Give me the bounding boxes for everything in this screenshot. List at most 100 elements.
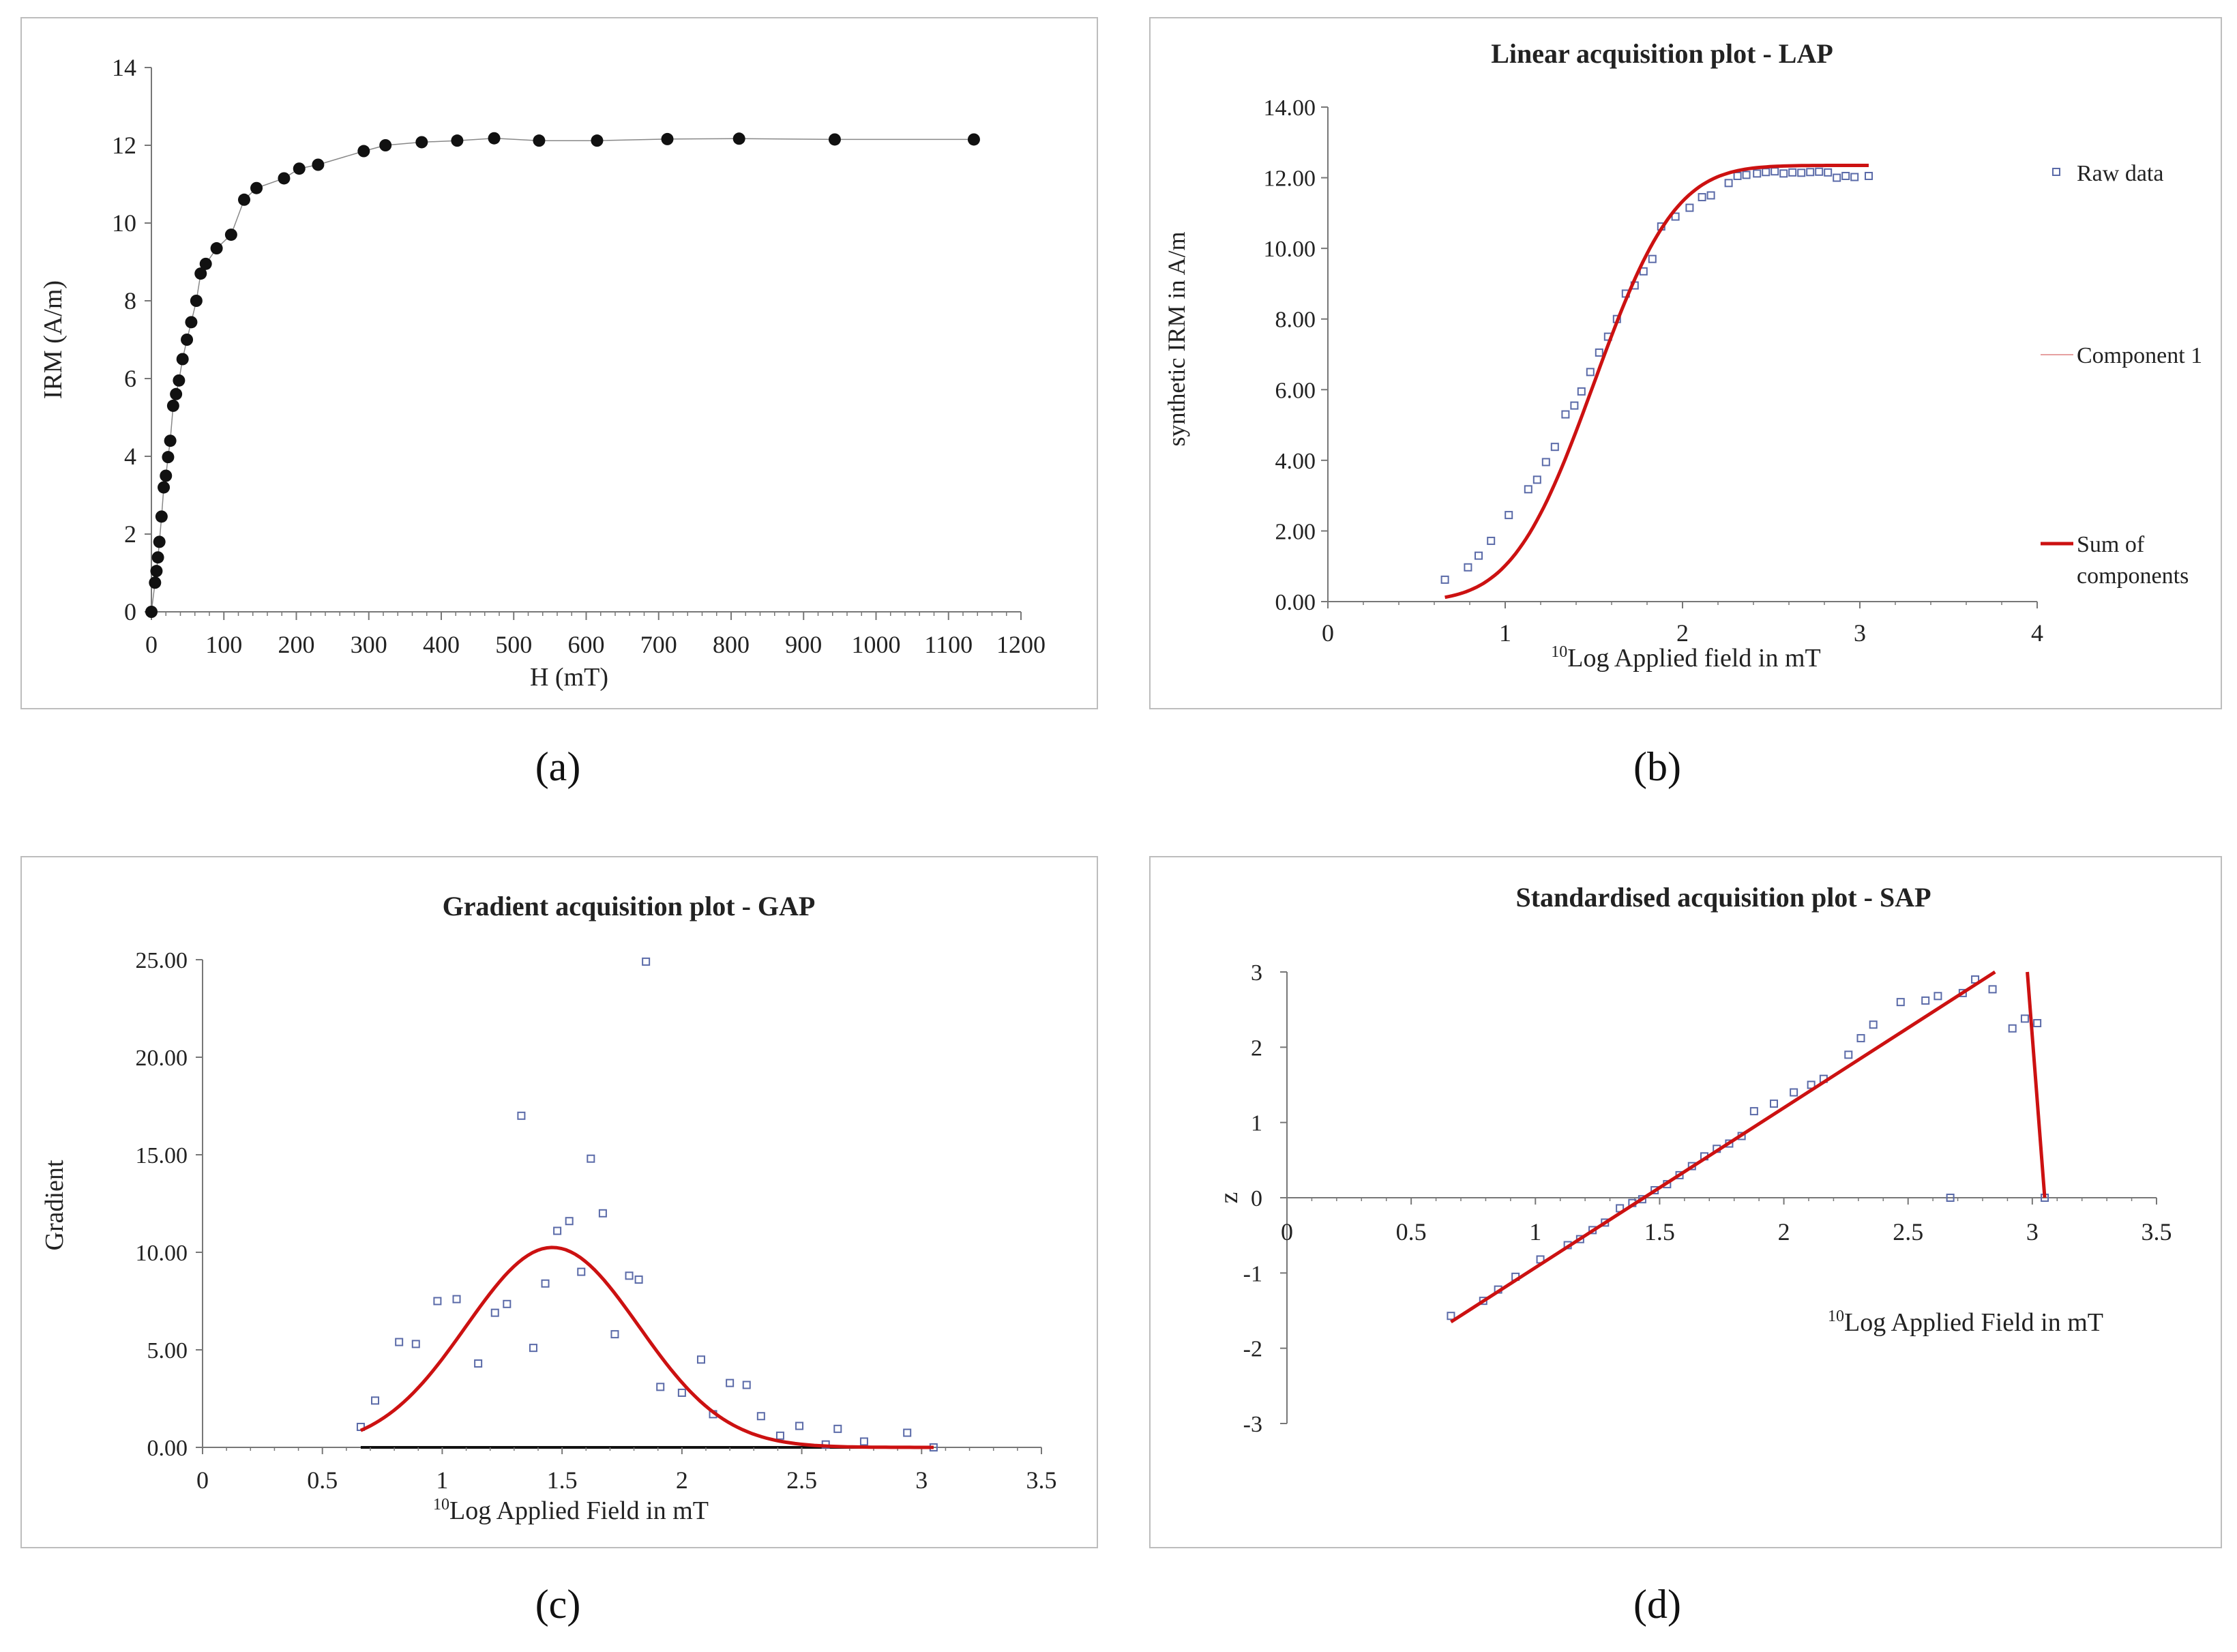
data-point [151, 551, 164, 564]
raw-data-point [1788, 168, 1797, 177]
x-tick-label: 1100 [924, 631, 973, 658]
y-tick-label: 10.00 [1264, 237, 1316, 262]
y-tick-label: 14 [112, 54, 136, 81]
legend-raw-label: Raw data [2077, 161, 2163, 186]
raw-data-point [1921, 996, 1930, 1005]
y-tick-label: 20.00 [136, 1046, 188, 1071]
fit-curve [359, 1245, 934, 1449]
y-tick-label: 8 [124, 287, 136, 314]
raw-data-point [642, 957, 651, 966]
raw-data-point [1850, 173, 1859, 181]
data-point [162, 451, 175, 464]
x-tick-label: 1.5 [547, 1466, 578, 1494]
y-tick-label: 6.00 [1275, 378, 1316, 403]
data-point [312, 158, 325, 171]
chart-panel-d: Standardised acquisition plot - SAP -3 -2 -… [1149, 856, 2222, 1548]
raw-data-point [1815, 167, 1824, 176]
raw-data-point [677, 1388, 686, 1397]
chart-c-svg: Gradient acquisition plot - GAP 0.00 5.00 1… [40, 891, 1057, 1525]
data-point [238, 193, 250, 206]
raw-data-point [610, 1330, 619, 1339]
data-point [293, 162, 306, 175]
raw-data-point [1806, 168, 1815, 177]
raw-data-point [1550, 443, 1559, 452]
caption-b: (b) [1633, 744, 1681, 789]
y-tick-label: 8.00 [1275, 308, 1316, 333]
y-tick-label: 0.00 [1275, 590, 1316, 615]
raw-data-point [625, 1271, 634, 1280]
x-tick-label: 0 [1281, 1218, 1293, 1245]
x-axis-label: 10Log Applied Field in mT [1828, 1308, 2103, 1337]
raw-data-point [517, 1111, 526, 1120]
x-tick-label: 2 [676, 1466, 688, 1494]
x-tick-label: 2 [1778, 1218, 1790, 1245]
series-line [151, 137, 974, 613]
caption-c: (c) [535, 1582, 581, 1627]
data-point [155, 510, 168, 523]
raw-data-point [1770, 1100, 1778, 1108]
x-tick-label: 3 [1854, 619, 1866, 647]
chart-title: Standardised acquisition plot - SAP [1515, 882, 1931, 913]
x-tick-label: 600 [568, 631, 605, 658]
data-point [149, 576, 162, 589]
data-point [164, 434, 177, 447]
x-tick-label: 0 [1322, 619, 1334, 647]
legend-sum-label: Sum of [2077, 532, 2145, 557]
raw-data-point [1856, 1034, 1865, 1043]
x-tick-label: 0 [145, 631, 158, 658]
data-point [158, 481, 171, 494]
caption-a: (a) [535, 744, 581, 789]
x-tick-label: 700 [640, 631, 677, 658]
y-tick-label: 12.00 [1264, 166, 1316, 192]
raw-data-point [1779, 169, 1788, 178]
raw-data-point [1440, 575, 1449, 584]
data-point [199, 257, 212, 270]
raw-data-point [795, 1421, 804, 1430]
x-tick-label: 1 [1499, 619, 1511, 647]
caption-d: (d) [1633, 1582, 1681, 1627]
y-tick-label: 5.00 [147, 1338, 188, 1363]
chart-panel-c: Gradient acquisition plot - GAP 0.00 5.00 1… [20, 856, 1098, 1548]
raw-data-point [1797, 168, 1806, 177]
chart-title: Gradient acquisition plot - GAP [443, 891, 816, 921]
data-point [181, 334, 194, 346]
raw-data-point [1524, 485, 1532, 494]
data-point [415, 136, 428, 149]
raw-data-point [1487, 536, 1496, 545]
y-tick-label: 14.00 [1264, 95, 1316, 121]
raw-data-point [1934, 992, 1942, 1001]
y-tick-label: 12 [112, 132, 136, 159]
x-tick-label: 4 [2031, 619, 2043, 647]
raw-data-point [1946, 1194, 1955, 1202]
raw-data-point [1570, 401, 1579, 410]
raw-data-point [433, 1297, 442, 1306]
y-tick-label: 2 [1251, 1035, 1262, 1061]
raw-data-point [474, 1359, 483, 1368]
chart-title: Linear acquisition plot - LAP [1491, 38, 1833, 69]
raw-data-point [1753, 169, 1762, 178]
raw-data-point [490, 1308, 499, 1317]
raw-data-point [2020, 1014, 2029, 1023]
x-axis-label: H (mT) [530, 663, 608, 692]
raw-data-point [742, 1381, 751, 1389]
y-tick-label: 3 [1251, 960, 1262, 986]
x-axis-label: 10Log Applied field in mT [1551, 643, 1821, 673]
data-point [176, 353, 189, 366]
chart-panel-b: Linear acquisition plot - LAP 0.00 2.00 4.0… [1149, 17, 2222, 709]
y-tick-label: -3 [1243, 1412, 1262, 1437]
y-tick-label: 10 [112, 209, 136, 237]
x-tick-label: 300 [351, 631, 387, 658]
raw-data-point [411, 1340, 420, 1348]
raw-data-point [598, 1209, 607, 1218]
raw-data-point [833, 1424, 842, 1433]
legend-component-label: Component 1 [2077, 343, 2202, 368]
raw-data-point [1505, 511, 1513, 520]
raw-data-point [1648, 254, 1657, 263]
y-tick-label: 10.00 [136, 1241, 188, 1266]
raw-data-point [1577, 387, 1586, 396]
raw-data-point [541, 1279, 550, 1288]
data-point [732, 132, 745, 145]
data-point [828, 133, 841, 146]
raw-data-point [2033, 1019, 2042, 1028]
raw-data-point [1790, 1088, 1798, 1097]
